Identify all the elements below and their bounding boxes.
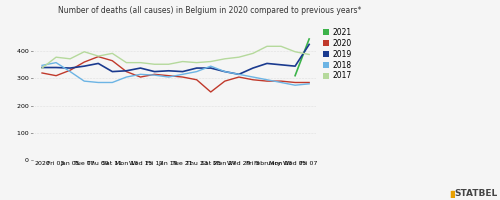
Text: ▐▌: ▐▌	[448, 191, 458, 198]
Text: STATBEL: STATBEL	[454, 189, 498, 198]
Text: Number of deaths (all causes) in Belgium in 2020 compared to previous years*: Number of deaths (all causes) in Belgium…	[58, 6, 362, 15]
Legend: 2021, 2020, 2019, 2018, 2017: 2021, 2020, 2019, 2018, 2017	[323, 28, 352, 80]
